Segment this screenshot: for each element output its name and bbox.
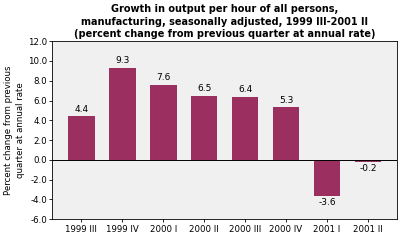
Text: 6.4: 6.4 bbox=[238, 85, 252, 94]
Bar bbox=[150, 85, 176, 160]
Bar bbox=[109, 68, 136, 160]
Bar bbox=[314, 160, 340, 196]
Text: 9.3: 9.3 bbox=[115, 56, 130, 65]
Text: 5.3: 5.3 bbox=[279, 96, 293, 105]
Bar bbox=[273, 107, 299, 160]
Bar bbox=[68, 116, 95, 160]
Y-axis label: Percent change from previous
quarter at annual rate: Percent change from previous quarter at … bbox=[4, 65, 25, 195]
Text: 4.4: 4.4 bbox=[74, 105, 89, 114]
Text: 6.5: 6.5 bbox=[197, 84, 211, 93]
Text: -3.6: -3.6 bbox=[318, 198, 336, 207]
Title: Growth in output per hour of all persons,
manufacturing, seasonally adjusted, 19: Growth in output per hour of all persons… bbox=[74, 4, 375, 39]
Bar bbox=[232, 97, 258, 160]
Text: -0.2: -0.2 bbox=[359, 164, 377, 173]
Text: 7.6: 7.6 bbox=[156, 73, 170, 82]
Bar bbox=[191, 96, 217, 160]
Bar bbox=[354, 160, 381, 162]
